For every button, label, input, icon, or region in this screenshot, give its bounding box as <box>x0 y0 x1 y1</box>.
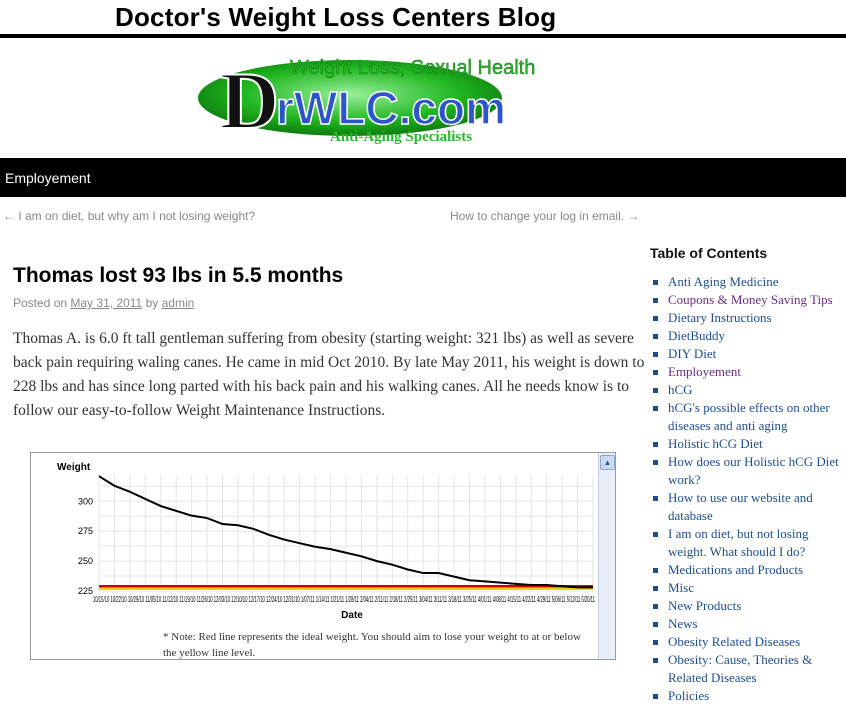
y-axis-label: Weight <box>57 462 91 473</box>
toc-item[interactable]: Coupons & Money Saving Tips <box>650 291 846 309</box>
logo-brand-text: rWLC.com <box>276 82 506 134</box>
y-tick-label: 275 <box>78 526 93 536</box>
bullet-icon <box>653 640 658 645</box>
toc-item[interactable]: Misc <box>650 579 846 597</box>
toc-item-label: Anti Aging Medicine <box>668 274 779 289</box>
nav-item-employement[interactable]: Employement <box>5 170 91 186</box>
next-post-link[interactable]: How to change your log in email. → <box>450 209 640 223</box>
toc-item[interactable]: Holistic hCG Diet <box>650 435 846 453</box>
weight-series-line <box>98 475 593 589</box>
toc-item[interactable]: Policies <box>650 687 846 705</box>
toc-item-label: How does our Holistic hCG Diet work? <box>668 454 839 487</box>
toc-item[interactable]: Obesity: Cause, Theories & Related Disea… <box>650 651 846 687</box>
bullet-icon <box>653 658 658 663</box>
bullet-icon <box>653 352 658 357</box>
previous-post-link[interactable]: ← I am on diet, but why am I not losing … <box>3 209 256 223</box>
chart-note: * Note: Red line represents the ideal we… <box>163 631 581 659</box>
weight-chart: Weight 225 250 275 300 10/15/10 10/22/10 10/2… <box>57 462 595 621</box>
bullet-icon <box>653 532 658 537</box>
chart-scrollbar[interactable]: ▲ <box>598 453 615 659</box>
toc-item-label: Holistic hCG Diet <box>668 436 763 451</box>
post-title[interactable]: Thomas lost 93 lbs in 5.5 months <box>13 264 344 287</box>
toc-item-label: Obesity Related Diseases <box>668 634 801 649</box>
bullet-icon <box>653 406 658 411</box>
toc-item-label: How to use our website and database <box>668 490 813 523</box>
toc-item[interactable]: DIY Diet <box>650 345 846 363</box>
title-rule <box>0 34 846 38</box>
post-body: Thomas A. is 6.0 ft tall gentleman suffe… <box>13 330 645 419</box>
toc-item-label: Coupons & Money Saving Tips <box>668 292 833 307</box>
x-axis-label: Date <box>341 610 363 621</box>
toc-item[interactable]: Medications and Products <box>650 561 846 579</box>
table-of-contents-list: Anti Aging Medicine Coupons & Money Savin… <box>650 273 846 705</box>
y-tick-label: 225 <box>78 586 93 596</box>
post-meta: Posted on May 31, 2011 by admin <box>13 296 194 310</box>
weight-chart-frame: Weight 225 250 275 300 10/15/10 10/22/10 10/2… <box>30 452 616 660</box>
toc-item-label: I am on diet, but not losing weight. Wha… <box>668 526 809 559</box>
bullet-icon <box>653 280 658 285</box>
toc-item-label: Obesity: Cause, Theories & Related Disea… <box>668 652 813 685</box>
toc-item-label: hCG's possible effects on other diseases… <box>668 400 830 433</box>
toc-item-label: Policies <box>668 688 710 703</box>
toc-item-label: DietBuddy <box>668 328 726 343</box>
bullet-icon <box>653 604 658 609</box>
toc-item[interactable]: Employement <box>650 363 846 381</box>
main-navbar: Employement <box>0 158 846 197</box>
toc-item[interactable]: hCG <box>650 381 846 399</box>
sidebar: Table of Contents Anti Aging Medicine Cou… <box>650 245 846 705</box>
toc-item-label: Misc <box>668 580 694 595</box>
toc-item-label: hCG <box>668 382 693 397</box>
toc-item[interactable]: New Products <box>650 597 846 615</box>
bullet-icon <box>653 298 658 303</box>
toc-item-label: News <box>668 616 698 631</box>
x-tick-labels: 10/15/10 10/22/10 10/29/10 11/05/10 11/1… <box>93 595 595 604</box>
toc-item[interactable]: hCG's possible effects on other diseases… <box>650 399 846 435</box>
toc-item[interactable]: News <box>650 615 846 633</box>
logo-tagline-top: Weight Loss, Sexual Health <box>290 57 535 79</box>
toc-item-label: DIY Diet <box>668 346 717 361</box>
sidebar-heading: Table of Contents <box>650 245 768 261</box>
bullet-icon <box>653 460 658 465</box>
toc-item[interactable]: Dietary Instructions <box>650 309 846 327</box>
posted-on-label: Posted on <box>13 296 68 310</box>
toc-item-label: Dietary Instructions <box>668 310 772 325</box>
bullet-icon <box>653 388 658 393</box>
site-title[interactable]: Doctor's Weight Loss Centers Blog <box>115 2 557 32</box>
bullet-icon <box>653 316 658 321</box>
post-author-link[interactable]: admin <box>161 296 195 310</box>
scroll-up-arrow-icon[interactable]: ▲ <box>600 455 615 470</box>
bullet-icon <box>653 568 658 573</box>
bullet-icon <box>653 496 658 501</box>
bullet-icon <box>653 334 658 339</box>
bullet-icon <box>653 694 658 699</box>
by-label: by <box>145 296 159 310</box>
y-tick-label: 250 <box>78 556 93 566</box>
y-tick-label: 300 <box>78 496 93 506</box>
toc-item[interactable]: How does our Holistic hCG Diet work? <box>650 453 846 489</box>
bullet-icon <box>653 586 658 591</box>
logo-big-d: D <box>220 55 279 146</box>
toc-item[interactable]: DietBuddy <box>650 327 846 345</box>
logo-green-ellipse <box>198 60 502 136</box>
bullet-icon <box>653 370 658 375</box>
toc-item[interactable]: I am on diet, but not losing weight. Wha… <box>650 525 846 561</box>
bullet-icon <box>653 442 658 447</box>
logo-tagline-bottom: Anti-Aging Specialists <box>330 129 472 145</box>
toc-item-label: Medications and Products <box>668 562 804 577</box>
toc-item-label: Employement <box>668 364 741 379</box>
toc-item[interactable]: Obesity Related Diseases <box>650 633 846 651</box>
toc-item[interactable]: How to use our website and database <box>650 489 846 525</box>
toc-item-label: New Products <box>668 598 742 613</box>
toc-item[interactable]: Anti Aging Medicine <box>650 273 846 291</box>
bullet-icon <box>653 622 658 627</box>
post-date-link[interactable]: May 31, 2011 <box>70 296 143 310</box>
drwlc-logo[interactable]: Weight Loss, Sexual Health D rWLC.com An… <box>190 46 640 146</box>
